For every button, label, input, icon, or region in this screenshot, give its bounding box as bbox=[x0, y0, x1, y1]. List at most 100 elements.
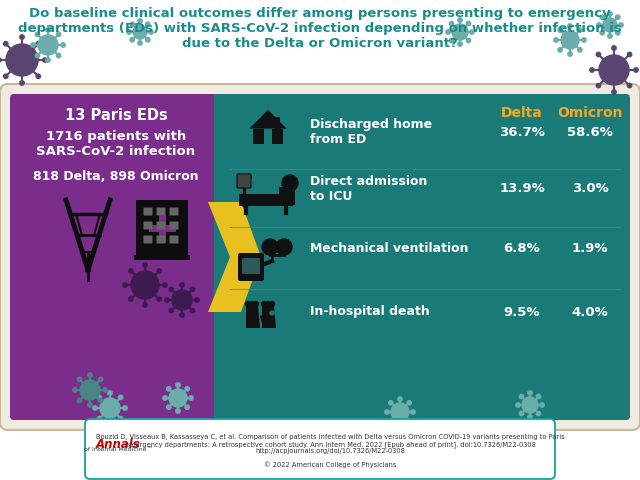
Circle shape bbox=[36, 74, 40, 78]
Circle shape bbox=[452, 24, 468, 40]
Circle shape bbox=[172, 290, 192, 310]
Circle shape bbox=[596, 23, 601, 27]
Circle shape bbox=[0, 58, 1, 62]
Circle shape bbox=[522, 397, 538, 413]
Circle shape bbox=[157, 269, 161, 273]
Circle shape bbox=[519, 394, 524, 399]
Circle shape bbox=[596, 84, 601, 88]
Circle shape bbox=[608, 34, 612, 38]
Text: 3.0%: 3.0% bbox=[572, 182, 609, 195]
Circle shape bbox=[608, 12, 612, 16]
Circle shape bbox=[269, 301, 275, 307]
Circle shape bbox=[407, 401, 412, 405]
Circle shape bbox=[129, 269, 133, 273]
Circle shape bbox=[165, 298, 169, 302]
Circle shape bbox=[36, 42, 40, 46]
FancyBboxPatch shape bbox=[170, 207, 179, 216]
Circle shape bbox=[100, 398, 120, 418]
Circle shape bbox=[458, 42, 462, 46]
Circle shape bbox=[73, 388, 77, 392]
Circle shape bbox=[118, 417, 123, 421]
Circle shape bbox=[470, 30, 474, 34]
Polygon shape bbox=[134, 255, 190, 260]
Text: Annals: Annals bbox=[95, 438, 140, 451]
FancyBboxPatch shape bbox=[0, 84, 640, 430]
Circle shape bbox=[599, 55, 629, 85]
Circle shape bbox=[262, 239, 278, 255]
Circle shape bbox=[143, 263, 147, 267]
FancyBboxPatch shape bbox=[10, 94, 222, 420]
Circle shape bbox=[250, 301, 255, 307]
Circle shape bbox=[411, 410, 415, 414]
Text: Omicron: Omicron bbox=[557, 106, 623, 120]
Circle shape bbox=[603, 18, 617, 32]
Circle shape bbox=[458, 18, 462, 22]
Circle shape bbox=[407, 419, 412, 423]
Text: Mechanical ventilation: Mechanical ventilation bbox=[310, 242, 468, 255]
Circle shape bbox=[123, 406, 127, 410]
Circle shape bbox=[558, 28, 563, 32]
Circle shape bbox=[108, 421, 112, 425]
Circle shape bbox=[77, 377, 81, 382]
Circle shape bbox=[388, 419, 393, 423]
Circle shape bbox=[568, 24, 572, 28]
Circle shape bbox=[108, 391, 112, 395]
Circle shape bbox=[446, 30, 450, 34]
Circle shape bbox=[157, 297, 161, 301]
Circle shape bbox=[103, 388, 108, 392]
Text: 6.8%: 6.8% bbox=[504, 242, 540, 255]
Text: Discharged home
from ED: Discharged home from ED bbox=[310, 118, 432, 146]
FancyBboxPatch shape bbox=[157, 236, 166, 243]
Circle shape bbox=[61, 43, 65, 47]
Circle shape bbox=[516, 403, 520, 407]
Circle shape bbox=[138, 19, 142, 23]
Circle shape bbox=[568, 52, 572, 56]
Text: 1716 patients with
SARS-CoV-2 infection: 1716 patients with SARS-CoV-2 infection bbox=[36, 130, 196, 158]
Circle shape bbox=[97, 395, 102, 399]
Circle shape bbox=[391, 403, 409, 421]
Circle shape bbox=[191, 309, 195, 313]
Circle shape bbox=[130, 37, 134, 42]
Circle shape bbox=[38, 35, 58, 55]
Circle shape bbox=[536, 394, 541, 399]
Circle shape bbox=[80, 380, 100, 400]
Text: of Internal Medicine™: of Internal Medicine™ bbox=[84, 447, 152, 452]
Circle shape bbox=[191, 287, 195, 291]
Circle shape bbox=[4, 74, 8, 78]
Circle shape bbox=[185, 386, 189, 391]
Circle shape bbox=[149, 30, 153, 34]
Circle shape bbox=[558, 48, 563, 52]
Circle shape bbox=[266, 301, 271, 307]
FancyBboxPatch shape bbox=[170, 221, 179, 229]
Circle shape bbox=[169, 389, 187, 407]
Circle shape bbox=[262, 301, 266, 307]
Circle shape bbox=[467, 21, 470, 26]
Circle shape bbox=[99, 377, 103, 382]
Polygon shape bbox=[250, 110, 287, 129]
Circle shape bbox=[31, 43, 35, 47]
Circle shape bbox=[169, 309, 173, 313]
Text: 36.7%: 36.7% bbox=[499, 125, 545, 139]
Circle shape bbox=[282, 175, 298, 191]
Polygon shape bbox=[264, 129, 273, 144]
Circle shape bbox=[561, 31, 579, 49]
Polygon shape bbox=[136, 200, 188, 255]
Circle shape bbox=[616, 15, 620, 19]
Circle shape bbox=[195, 298, 199, 302]
Circle shape bbox=[88, 403, 92, 407]
Circle shape bbox=[449, 21, 454, 26]
Circle shape bbox=[46, 28, 50, 32]
Circle shape bbox=[176, 383, 180, 387]
Circle shape bbox=[127, 30, 131, 34]
Circle shape bbox=[540, 403, 544, 407]
Text: In-hospital death: In-hospital death bbox=[310, 305, 429, 319]
Circle shape bbox=[4, 42, 8, 46]
Circle shape bbox=[536, 411, 541, 416]
Circle shape bbox=[612, 90, 616, 94]
Circle shape bbox=[627, 52, 632, 57]
Circle shape bbox=[166, 405, 171, 409]
Circle shape bbox=[43, 58, 47, 62]
Circle shape bbox=[56, 32, 61, 36]
Polygon shape bbox=[246, 306, 260, 328]
FancyBboxPatch shape bbox=[157, 221, 166, 229]
